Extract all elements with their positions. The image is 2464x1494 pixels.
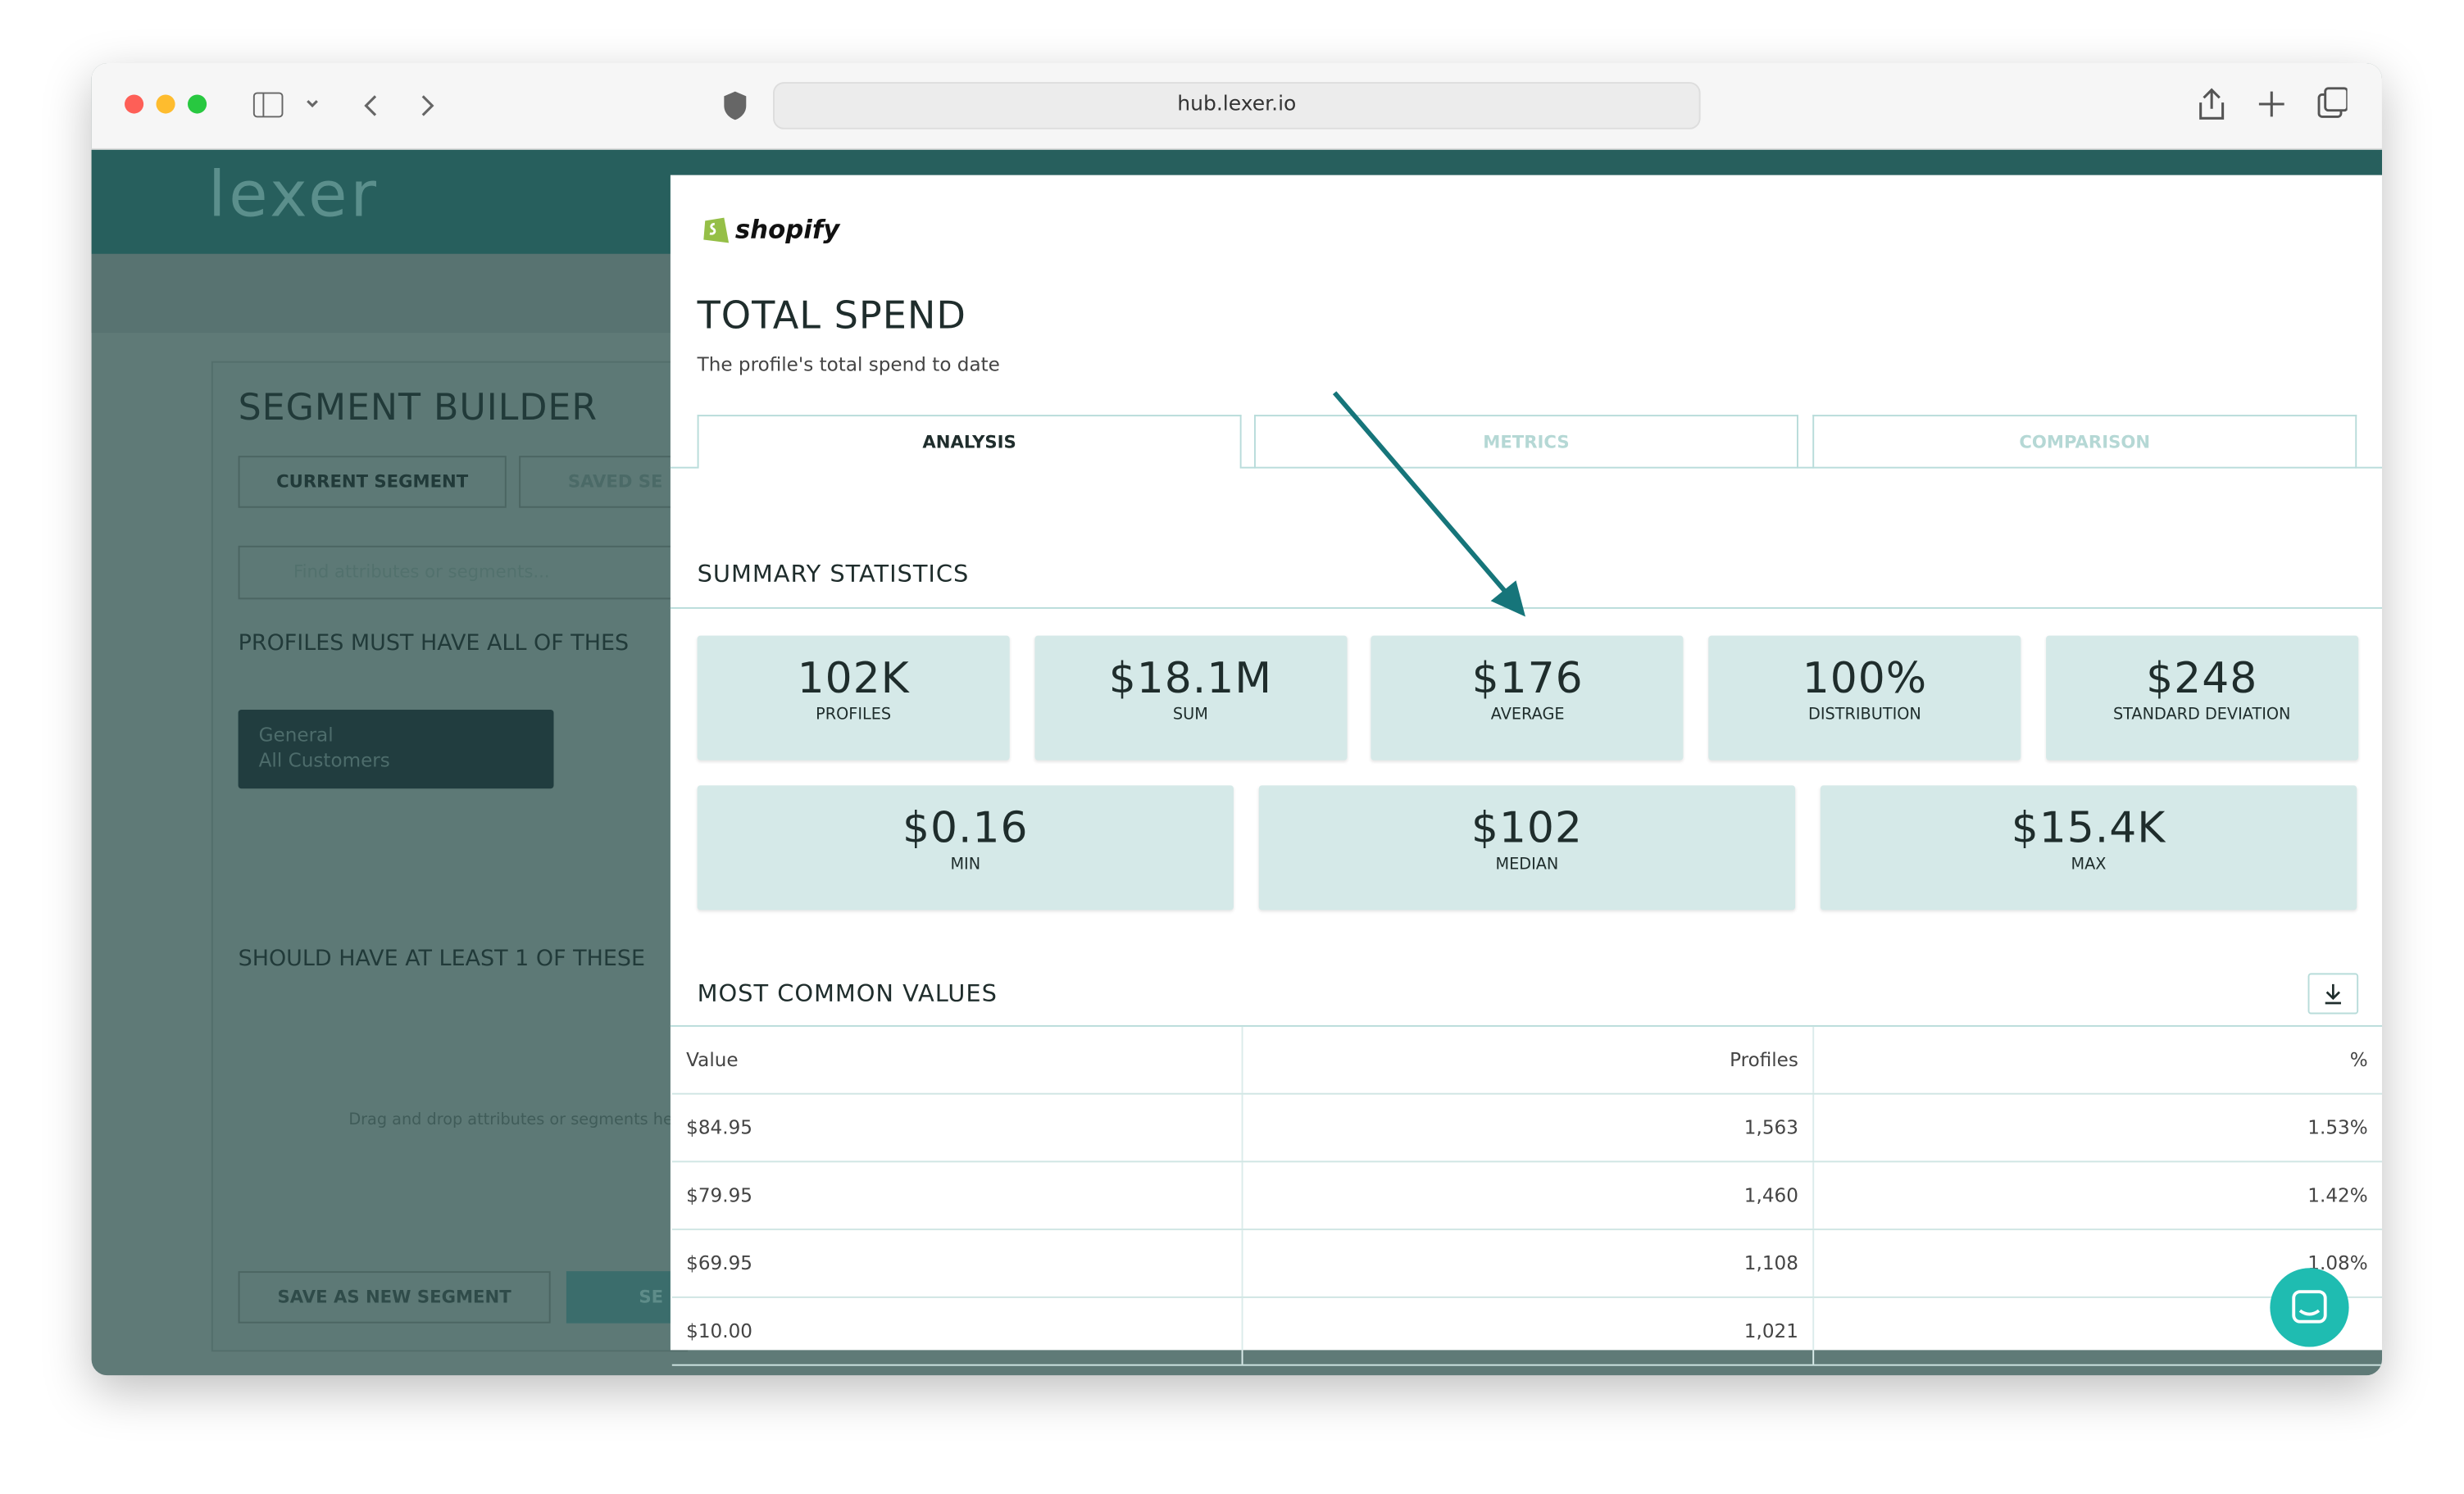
section-title: SHOULD HAVE AT LEAST 1 OF THESE: [238, 946, 646, 972]
stat-card: $0.16 MIN: [697, 785, 1234, 910]
cell: 1,021: [1743, 1319, 1798, 1342]
chip[interactable]: General All Customers: [238, 710, 554, 789]
stat-value: 102K: [797, 654, 910, 704]
stat-label: SUM: [1172, 706, 1208, 724]
col-rule: [1812, 1162, 1815, 1229]
tab[interactable]: CURRENT SEGMENT: [238, 456, 507, 508]
stat-label: PROFILES: [816, 706, 892, 724]
shield-icon: [724, 91, 747, 120]
stat-label: DISTRIBUTION: [1808, 706, 1921, 724]
stat-label: STANDARD DEVIATION: [2112, 706, 2291, 724]
stat-card: 102K PROFILES: [697, 635, 1010, 761]
stat-value: $176: [1471, 654, 1584, 704]
cell: $84.95: [686, 1116, 752, 1139]
button[interactable]: SAVE AS NEW SEGMENT: [238, 1271, 551, 1324]
stat-card: 100% DISTRIBUTION: [1708, 635, 2021, 761]
stat-value: $15.4K: [2011, 804, 2166, 854]
cell: 1,108: [1743, 1252, 1798, 1274]
subtitle: The profile's total spend to date: [697, 353, 1000, 376]
logo: lexer: [208, 159, 380, 232]
table-rule: [670, 1024, 2382, 1027]
tab-rule: [1241, 466, 2382, 469]
cell: 1.53%: [2307, 1116, 2368, 1139]
chip-group: General: [258, 724, 334, 747]
cell: Profiles: [1730, 1048, 1798, 1071]
table-row: $79.95 1,460 1.42%: [671, 1162, 2382, 1231]
stat-card: $102 MEDIAN: [1258, 785, 1796, 910]
col-rule: [1812, 1026, 1815, 1093]
header-row: Value Profiles%: [671, 1026, 2382, 1095]
toolbar-icons[interactable]: [2189, 85, 2348, 123]
stat-value: $0.16: [902, 804, 1029, 854]
stat-value: 100%: [1802, 654, 1928, 704]
stat-card: $176 AVERAGE: [1371, 635, 1684, 761]
cell: 1,563: [1743, 1116, 1798, 1139]
drop-hint: Drag and drop attributes or segments her: [348, 1111, 680, 1129]
browser-window: hub.lexer.io lexer SEGMENT BUILDER CURRE…: [91, 62, 2382, 1376]
col-rule: [1241, 1162, 1243, 1229]
col-rule: [1812, 1094, 1815, 1161]
stat-label: MEDIAN: [1495, 856, 1559, 874]
address-bar[interactable]: hub.lexer.io: [773, 82, 1701, 129]
builder-panel: SEGMENT BUILDER CURRENT SEGMENT SAVED SE…: [211, 361, 769, 1352]
divider: [670, 606, 2382, 609]
stat-value: $248: [2146, 654, 2258, 704]
cell: 1,460: [1743, 1184, 1798, 1207]
chip-label: All Customers: [258, 749, 390, 772]
tab[interactable]: METRICS: [1253, 415, 1798, 469]
section-title: PROFILES MUST HAVE ALL OF THES: [238, 630, 630, 656]
tab[interactable]: SAVED SE: [519, 456, 743, 508]
stat-value: $18.1M: [1108, 654, 1273, 704]
toolbar: hub.lexer.io: [91, 62, 2382, 150]
stat-card: $18.1M SUM: [1034, 635, 1347, 761]
search[interactable]: Find attributes or segments...: [238, 545, 769, 600]
table-row: $84.95 1,563 1.53%: [671, 1094, 2382, 1163]
modal: shopify TOTAL SPEND The profile's total …: [670, 175, 2382, 1366]
arrow: [1332, 391, 1525, 617]
col-rule: [1812, 1297, 1815, 1365]
cell: $69.95: [686, 1252, 752, 1274]
cell: $10.00: [686, 1319, 752, 1342]
col-rule: [1812, 1230, 1815, 1296]
nav-icons[interactable]: [249, 89, 439, 123]
tab[interactable]: COMPARISON: [1812, 415, 2357, 469]
tab[interactable]: ANALYSIS: [697, 415, 1242, 469]
tab-rule: [670, 466, 698, 469]
stat-card: $248 STANDARD DEVIATION: [2045, 635, 2358, 761]
stat-card: $15.4K MAX: [1820, 785, 2357, 910]
section-title: MOST COMMON VALUES: [697, 979, 998, 1008]
stat-label: AVERAGE: [1490, 706, 1565, 724]
builder-title: SEGMENT BUILDER: [238, 388, 598, 429]
zoom[interactable]: [188, 94, 207, 114]
shopify-icon: [703, 217, 730, 243]
cell: 1.42%: [2307, 1184, 2368, 1207]
table-row: $69.95 1,108 1.08%: [671, 1230, 2382, 1298]
section-title: SUMMARY STATISTICS: [697, 560, 970, 588]
table-row: $10.00 1,021: [671, 1297, 2382, 1366]
col-rule: [1241, 1297, 1243, 1365]
col-rule: [1241, 1230, 1243, 1296]
close[interactable]: [125, 94, 144, 114]
cell: Value: [686, 1048, 739, 1071]
brand: shopify: [734, 214, 840, 245]
url: hub.lexer.io: [1177, 93, 1297, 117]
stat-label: MIN: [950, 856, 981, 874]
col-rule: [1241, 1094, 1243, 1161]
stat-value: $102: [1471, 804, 1583, 854]
stat-label: MAX: [2071, 856, 2107, 874]
col-rule: [1241, 1026, 1243, 1093]
cell: %: [2349, 1048, 2368, 1071]
modal-title: TOTAL SPEND: [697, 293, 966, 338]
chat-button[interactable]: [2270, 1268, 2349, 1347]
download[interactable]: [2307, 973, 2359, 1015]
minimize[interactable]: [156, 94, 175, 114]
cell: $79.95: [686, 1184, 752, 1207]
